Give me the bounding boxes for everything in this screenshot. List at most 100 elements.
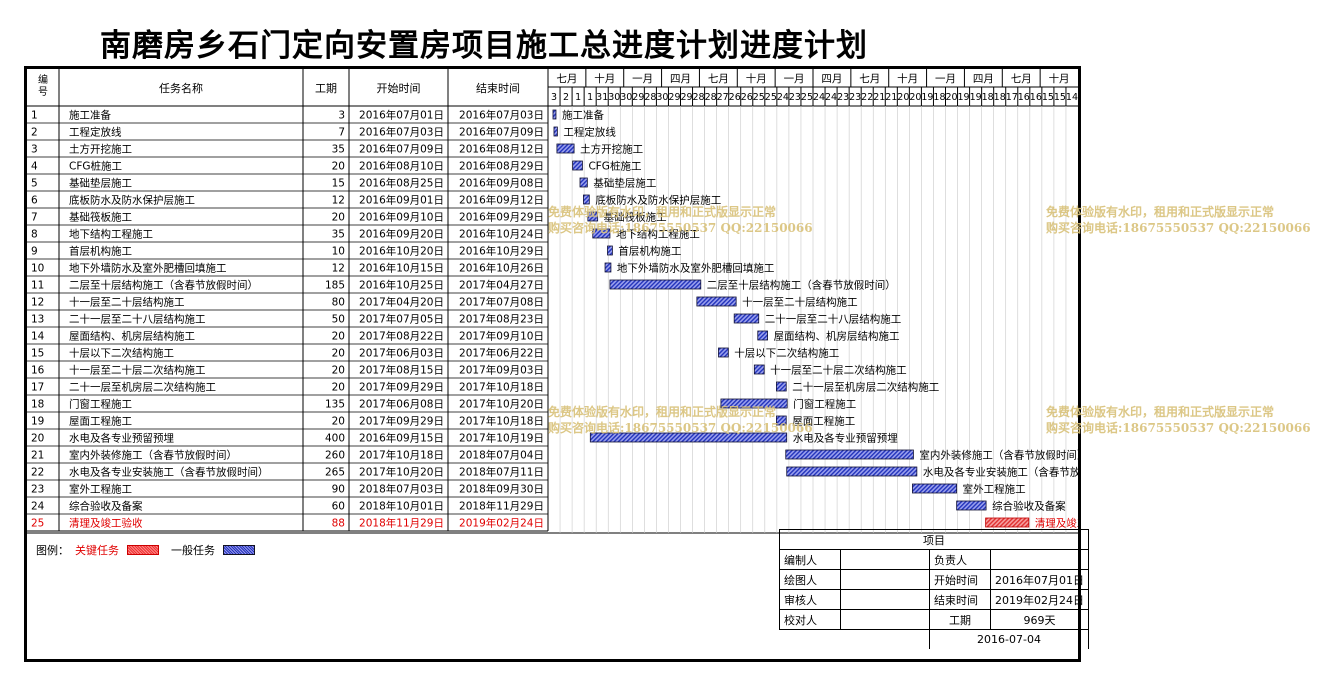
task-id: 9: [31, 246, 38, 258]
task-name: 施工准备: [69, 109, 111, 122]
day-label: 26: [729, 92, 741, 103]
task-name: 地下结构工程施工: [69, 228, 153, 241]
task-duration: 400: [325, 433, 345, 445]
task-end: 2017年09月10日: [459, 330, 544, 343]
task-duration: 260: [325, 450, 345, 462]
task-id: 18: [31, 399, 44, 411]
task-id: 6: [31, 195, 38, 207]
task-start: 2017年10月18日: [359, 449, 444, 462]
task-start: 2018年10月01日: [359, 500, 444, 513]
gantt-bar: [696, 296, 737, 307]
task-end: 2016年07月09日: [459, 126, 544, 139]
day-label: 18: [982, 92, 994, 103]
task-duration: 60: [332, 501, 345, 513]
day-label: 30: [620, 92, 632, 103]
header-id-line1: 编: [38, 73, 48, 86]
watermark-line2: 购买咨询电话:18675550537 QQ:22150066: [1046, 221, 1311, 235]
bar-label: 基础垫层施工: [593, 177, 656, 190]
task-start: 2016年07月01日: [359, 109, 444, 122]
task-duration: 20: [332, 416, 345, 428]
bar-label: 工程定放线: [563, 126, 616, 139]
bar-label: 地下外墙防水及室外肥槽回填施工: [617, 262, 775, 275]
gantt-bar: [583, 194, 590, 205]
compiler-label: 编制人: [779, 549, 841, 570]
day-label: 23: [837, 92, 849, 103]
task-duration: 135: [325, 399, 345, 411]
task-name: 十一层至二十层结构施工: [69, 296, 185, 309]
month-label: 十月: [1049, 72, 1070, 85]
legend-normal-swatch: [223, 545, 255, 555]
day-label: 24: [825, 92, 837, 103]
day-label: 18: [994, 92, 1006, 103]
task-end: 2017年09月03日: [459, 364, 544, 377]
day-label: 3: [551, 92, 557, 103]
task-name: 屋面结构、机房层结构施工: [69, 330, 195, 343]
month-label: 七月: [556, 73, 577, 85]
task-id: 13: [31, 314, 44, 326]
duration-label: 工期: [929, 609, 991, 630]
task-end: 2017年06月22日: [459, 347, 544, 360]
bar-label: 二十一层至机房层二次结构施工: [792, 381, 939, 394]
start-value: 2016年07月01日: [989, 569, 1090, 590]
task-end: 2016年10月24日: [459, 228, 544, 241]
day-label: 15: [1042, 92, 1054, 103]
month-label: 十月: [897, 72, 918, 85]
task-start: 2017年06月08日: [359, 398, 444, 411]
watermark-center-bottom: 免费体验版有水印，租用和正式版显示正常 购买咨询电话:18675550537 Q…: [548, 404, 813, 436]
task-id: 3: [31, 144, 38, 156]
day-label: 15: [1054, 92, 1066, 103]
bar-label: 十层以下二次结构施工: [734, 347, 839, 360]
watermark-line1: 免费体验版有水印，租用和正式版显示正常: [1046, 405, 1275, 419]
day-label: 24: [777, 92, 789, 103]
task-duration: 35: [332, 144, 345, 156]
task-start: 2016年09月20日: [359, 228, 444, 241]
day-label: 28: [693, 92, 705, 103]
gantt-bar: [912, 483, 958, 494]
end-label: 结束时间: [929, 589, 991, 610]
duration-value: 969天: [989, 609, 1090, 630]
gantt-bar: [579, 177, 588, 188]
bar-label: 综合验收及备案: [992, 500, 1066, 513]
day-label: 23: [789, 92, 801, 103]
month-label: 一月: [632, 73, 653, 85]
task-name: 底板防水及防水保护层施工: [69, 194, 195, 207]
gantt-bar: [786, 466, 918, 477]
day-label: 19: [921, 92, 933, 103]
owner-label: 负责人: [929, 549, 991, 570]
task-name: 门窗工程施工: [69, 398, 132, 411]
bar-label: 土方开挖施工: [580, 143, 643, 156]
month-label: 一月: [784, 73, 805, 85]
task-duration: 12: [332, 195, 345, 207]
task-name: 水电及各专业安装施工（含春节放假时间）: [69, 466, 269, 479]
task-name: 综合验收及备案: [69, 500, 143, 513]
task-end: 2016年08月29日: [459, 160, 544, 173]
day-label: 19: [970, 92, 982, 103]
month-label: 七月: [708, 73, 729, 85]
task-name: 室外工程施工: [69, 483, 132, 496]
task-start: 2016年08月10日: [359, 160, 444, 173]
bar-label: 施工准备: [562, 109, 604, 122]
task-end: 2019年02月24日: [459, 517, 544, 530]
task-id: 1: [31, 110, 38, 122]
bar-label: 首层机构施工: [618, 245, 681, 258]
task-id: 4: [31, 161, 38, 173]
task-end: 2017年10月20日: [459, 398, 544, 411]
month-label: 七月: [859, 73, 880, 85]
header-end: 结束时间: [476, 82, 520, 95]
task-id: 15: [31, 348, 44, 360]
day-label: 19: [958, 92, 970, 103]
bar-label: 屋面工程施工: [792, 415, 855, 428]
day-label: 27: [717, 92, 729, 103]
gantt-bar: [587, 211, 599, 222]
task-id: 10: [31, 263, 44, 275]
checker-label: 校对人: [779, 609, 841, 630]
info-header: 项目: [778, 529, 1090, 550]
task-start: 2017年09月29日: [359, 381, 444, 394]
bar-label: 十一层至二十层结构施工: [742, 296, 858, 309]
task-id: 16: [31, 365, 45, 377]
task-name: 二层至十层结构施工（含春节放假时间）: [69, 279, 258, 292]
gantt-bar: [718, 347, 729, 358]
task-id: 24: [31, 501, 45, 513]
task-id: 23: [31, 484, 44, 496]
day-label: 14: [1066, 92, 1078, 103]
